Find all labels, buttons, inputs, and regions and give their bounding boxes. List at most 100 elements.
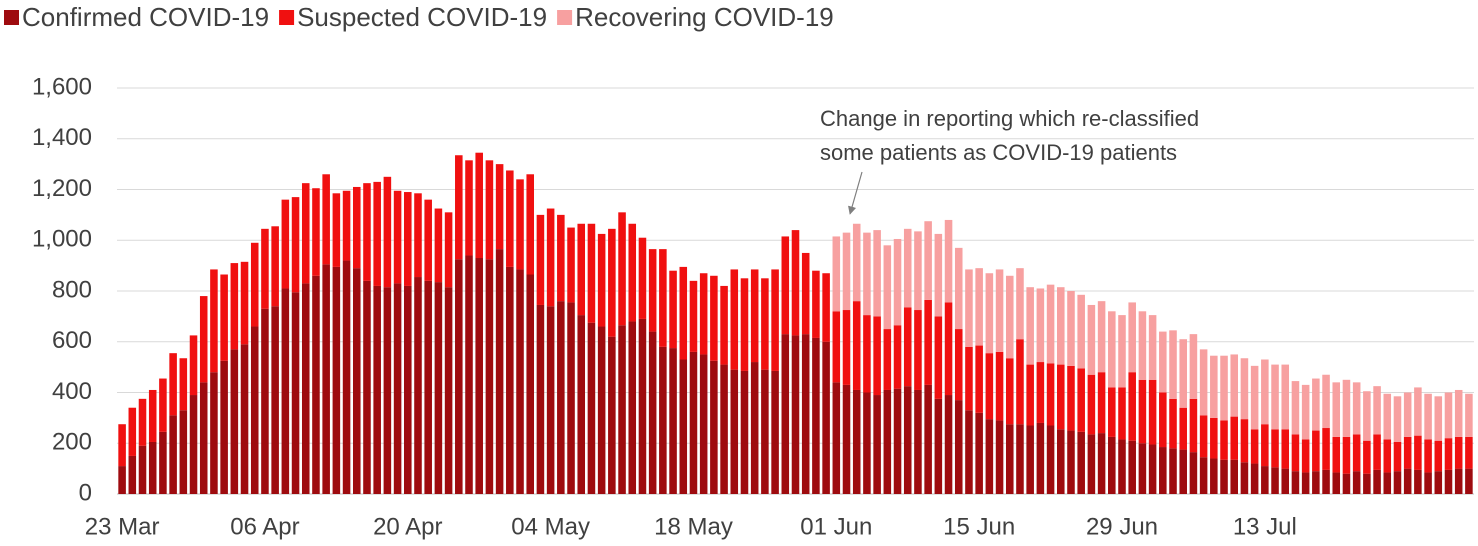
bar-segment [995,269,1004,352]
bar-segment [659,249,667,347]
bar-segment [1046,425,1055,494]
bar-segment [1148,379,1157,445]
bar-segment [1373,469,1381,494]
bar-segment [1383,472,1392,494]
bar-segment [812,270,820,338]
bar-segment [638,237,647,319]
bar-segment [679,266,688,360]
bar-segment [1179,339,1187,408]
bar-segment [1210,355,1218,418]
bar-segment [322,264,330,494]
bar-segment [669,348,677,494]
bar-segment [199,296,208,383]
bar-segment [944,395,953,494]
bar-segment [1250,365,1259,430]
bar-segment [638,318,647,494]
bar-segment [1159,331,1167,393]
bar-segment [954,400,963,494]
bar-segment [965,410,973,494]
bar-segment [1159,392,1167,448]
bar-segment [873,395,881,494]
bar-segment [1026,425,1034,494]
bar-segment [965,346,973,411]
bar-segment [944,302,953,396]
bar-segment [720,364,728,494]
bar-segment [1342,473,1351,494]
bar-segment [1363,440,1371,474]
bar-segment [128,407,137,456]
bar-segment [852,389,861,494]
bar-segment [924,384,932,494]
bar-segment [189,395,198,494]
bar-segment [985,353,994,420]
bar-segment [975,268,983,346]
bar-segment [1026,287,1034,365]
bar-segment [1424,472,1432,494]
bar-segment [1312,378,1320,431]
bar-segment [1138,311,1147,380]
bar-segment [1128,440,1136,494]
bar-segment [1097,372,1106,434]
y-tick-label: 1,600 [32,73,92,100]
bar-segment [1005,424,1014,494]
bar-segment [220,274,228,361]
bar-segment [1261,359,1269,425]
bar-segment [618,325,626,494]
bar-segment [1393,396,1402,442]
bar-segment [1128,372,1136,441]
bar-segment [444,287,453,494]
bar-segment [159,378,167,432]
bar-segment [138,398,147,446]
bar-segment [975,412,983,494]
bar-segment [1373,434,1381,470]
bar-segment [526,274,534,494]
bar-segment [148,389,157,442]
bar-segment [465,255,473,494]
bar-segment [291,292,300,494]
bar-segment [1291,471,1300,494]
bar-segment [179,358,188,411]
bar-segment [750,362,759,494]
bar-segment [1444,438,1453,470]
bar-segment [893,238,902,326]
y-tick-label: 400 [52,378,92,405]
bar-segment [822,341,830,494]
bar-segment [740,370,749,494]
bar-segment [1097,301,1106,373]
bar-segment [199,382,208,494]
bar-segment [771,370,779,494]
bar-segment [506,170,514,267]
bar-segment [832,311,841,383]
bar-segment [1414,469,1422,494]
y-tick-label: 600 [52,327,92,354]
x-tick-label: 15 Jun [943,513,1015,540]
bar-segment [414,277,422,494]
bar-segment [1444,469,1453,494]
bar-segment [444,212,453,288]
bar-segment [1026,364,1034,426]
bar-segment [587,223,596,323]
bar-segment [1332,382,1341,437]
bar-segment [781,334,790,494]
bar-segment [801,334,810,494]
bar-segment [934,316,943,399]
bar-segment [455,155,463,260]
bar-segment [1087,374,1096,435]
bar-segment [159,431,167,494]
bar-segment [812,337,820,494]
bar-segment [750,269,759,363]
legend-swatch [4,10,19,25]
bar-segment [903,307,912,387]
x-tick-label: 01 Jun [800,513,872,540]
bar-segment [710,275,718,361]
bar-segment [1057,429,1065,494]
bar-segment [169,353,177,416]
bar-segment [230,349,239,494]
bar-segment [291,197,300,293]
bar-segment [1250,429,1259,464]
bar-segment [434,282,443,494]
bar-segment [1301,472,1310,494]
bar-segment [1261,424,1269,467]
bar-segment [1250,463,1259,494]
bar-segment [475,258,483,494]
